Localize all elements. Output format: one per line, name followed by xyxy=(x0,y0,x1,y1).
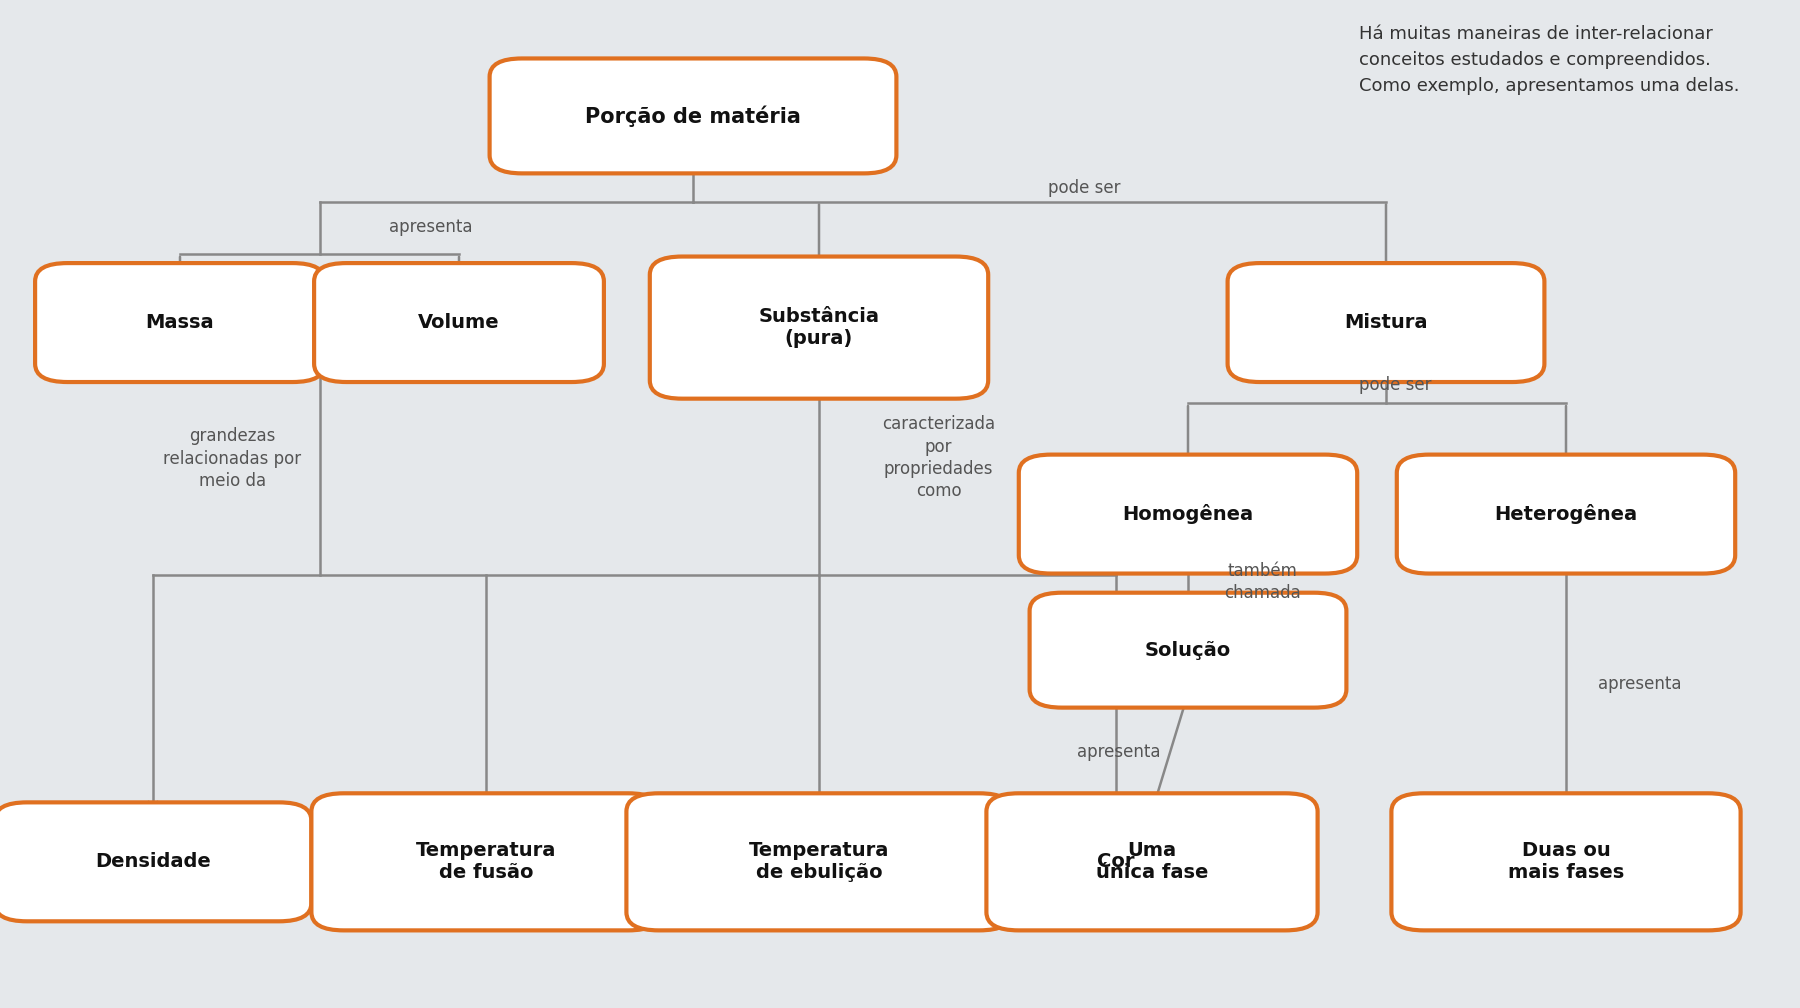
FancyBboxPatch shape xyxy=(0,802,311,921)
Text: Há muitas maneiras de inter-relacionar
conceitos estudados e compreendidos.
Como: Há muitas maneiras de inter-relacionar c… xyxy=(1359,25,1739,95)
Text: grandezas
relacionadas por
meio da: grandezas relacionadas por meio da xyxy=(164,427,302,490)
Text: Porção de matéria: Porção de matéria xyxy=(585,105,801,127)
FancyBboxPatch shape xyxy=(311,793,661,930)
Text: Volume: Volume xyxy=(418,313,500,332)
FancyBboxPatch shape xyxy=(626,793,1012,930)
FancyBboxPatch shape xyxy=(986,793,1318,930)
Text: apresenta: apresenta xyxy=(1598,675,1681,694)
Text: Duas ou
mais fases: Duas ou mais fases xyxy=(1508,842,1624,882)
FancyBboxPatch shape xyxy=(1391,793,1741,930)
FancyBboxPatch shape xyxy=(1397,455,1735,574)
Text: apresenta: apresenta xyxy=(1078,744,1161,761)
Text: pode ser: pode ser xyxy=(1048,179,1121,198)
Text: Homogênea: Homogênea xyxy=(1123,504,1253,524)
FancyBboxPatch shape xyxy=(650,256,988,399)
FancyBboxPatch shape xyxy=(36,263,326,382)
Text: Densidade: Densidade xyxy=(95,853,211,871)
Text: apresenta: apresenta xyxy=(389,218,472,236)
Text: Uma
única fase: Uma única fase xyxy=(1096,842,1208,882)
FancyBboxPatch shape xyxy=(490,58,896,173)
Text: Substância
(pura): Substância (pura) xyxy=(758,307,880,348)
FancyBboxPatch shape xyxy=(315,263,605,382)
FancyBboxPatch shape xyxy=(994,802,1238,921)
FancyBboxPatch shape xyxy=(1030,593,1346,708)
Text: Solução: Solução xyxy=(1145,641,1231,659)
FancyBboxPatch shape xyxy=(1228,263,1544,382)
Text: Temperatura
de ebulição: Temperatura de ebulição xyxy=(749,842,889,882)
FancyBboxPatch shape xyxy=(1019,455,1357,574)
Text: Heterogênea: Heterogênea xyxy=(1494,504,1638,524)
Text: também
chamada: também chamada xyxy=(1224,562,1301,602)
Text: caracterizada
por
propriedades
como: caracterizada por propriedades como xyxy=(882,415,995,500)
Text: Cor: Cor xyxy=(1098,853,1134,871)
Text: Temperatura
de fusão: Temperatura de fusão xyxy=(416,842,556,882)
Text: Massa: Massa xyxy=(146,313,214,332)
Text: pode ser: pode ser xyxy=(1359,376,1431,394)
Text: Mistura: Mistura xyxy=(1345,313,1427,332)
